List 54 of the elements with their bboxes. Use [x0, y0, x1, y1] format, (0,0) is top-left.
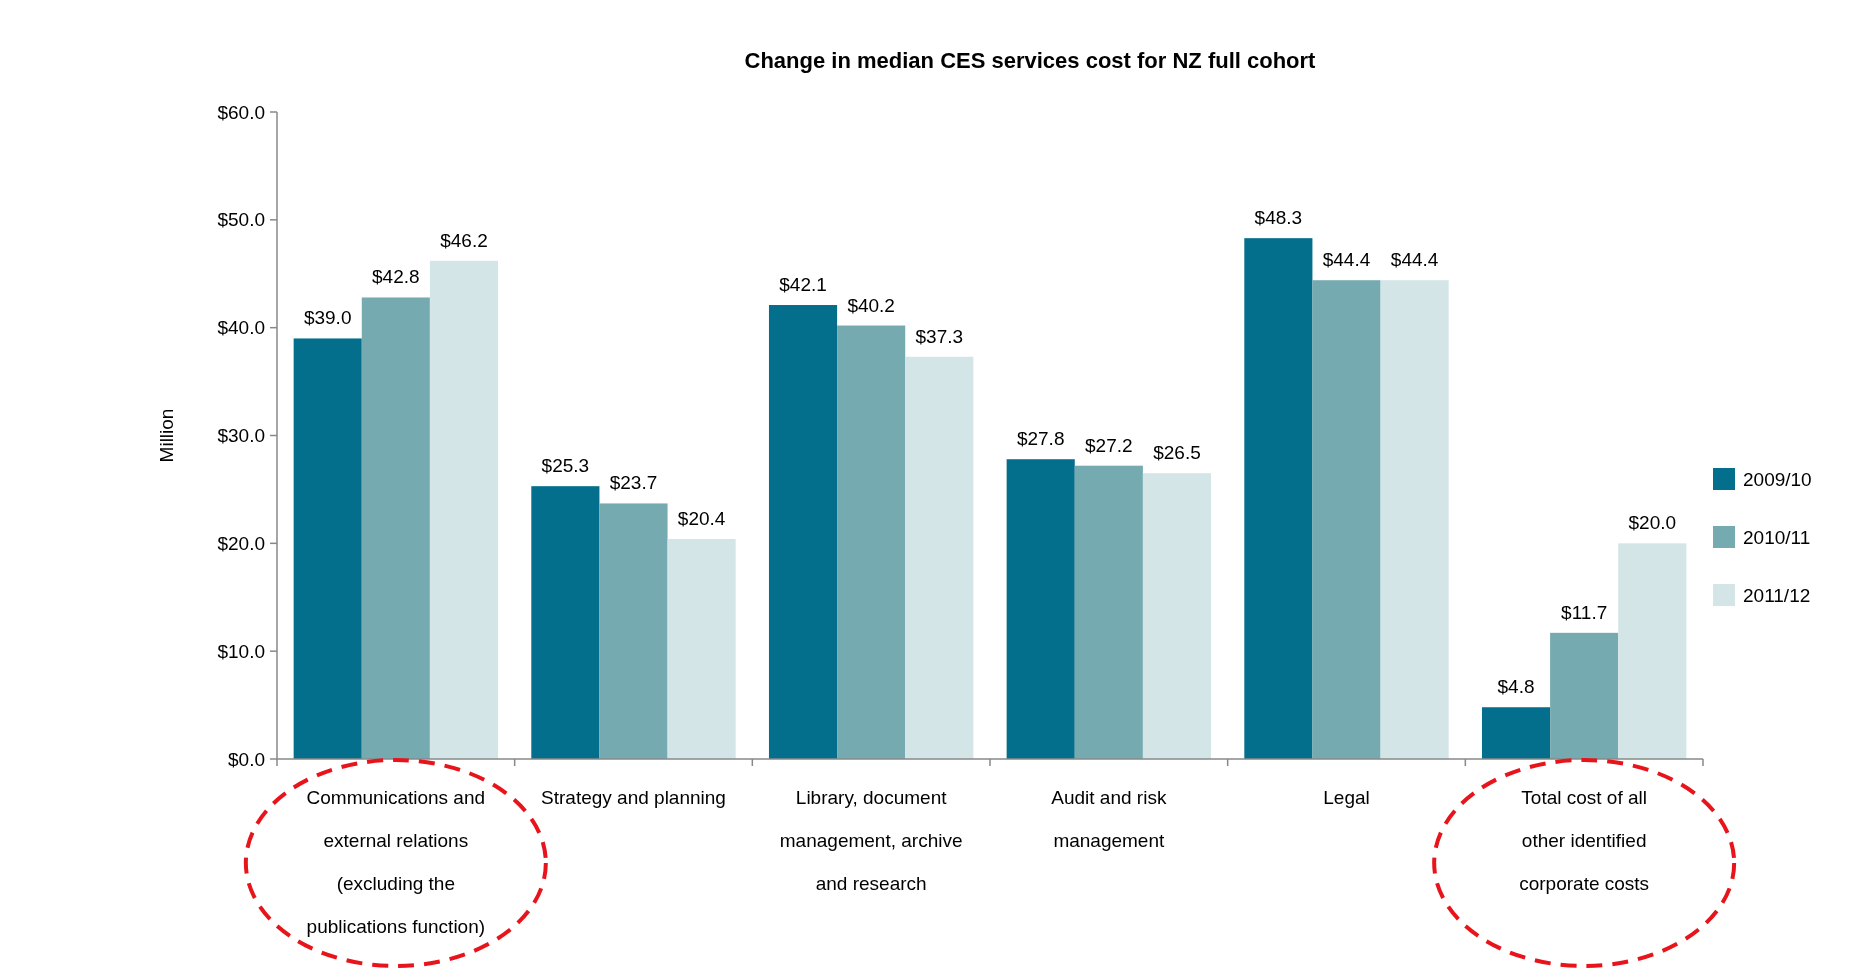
bar — [599, 503, 668, 759]
data-label: $4.8 — [1497, 676, 1535, 698]
data-label: $26.5 — [1153, 442, 1201, 464]
data-label: $42.8 — [372, 266, 420, 288]
data-label: $42.1 — [779, 274, 827, 296]
bar — [1550, 632, 1619, 759]
data-label: $27.8 — [1016, 428, 1065, 450]
bar — [1312, 280, 1381, 759]
x-tick-label: Strategy and planning — [541, 787, 726, 808]
data-label: $46.2 — [440, 229, 488, 251]
data-label: $39.0 — [303, 307, 352, 329]
data-label: $40.2 — [847, 294, 895, 316]
data-label: $20.4 — [677, 508, 726, 530]
legend-label: 2011/12 — [1743, 584, 1811, 606]
y-tick-label: $50.0 — [217, 209, 265, 231]
x-tick-label: Communications and external relations (excluding the publications function) — [306, 787, 486, 937]
legend-label: 2009/10 — [1743, 468, 1812, 490]
y-tick-label: $20.0 — [217, 532, 265, 554]
data-label: $25.3 — [541, 455, 590, 477]
bar — [1618, 543, 1687, 759]
data-label: $44.4 — [1322, 249, 1371, 271]
data-label: $37.3 — [915, 325, 964, 347]
bar — [531, 486, 600, 759]
x-tick-label: Audit and risk management — [1051, 787, 1167, 851]
data-label: $20.0 — [1628, 512, 1677, 534]
data-label: $44.4 — [1390, 249, 1439, 271]
data-label: $27.2 — [1085, 434, 1133, 456]
y-tick-label: $10.0 — [217, 640, 265, 662]
bar — [905, 356, 974, 759]
bar — [1074, 465, 1143, 759]
bar — [667, 539, 736, 759]
bar — [1006, 459, 1075, 759]
legend-label: 2010/11 — [1743, 526, 1811, 548]
y-tick-label: $60.0 — [217, 101, 265, 123]
data-label: $23.7 — [609, 472, 658, 494]
x-tick-label: Total cost of all other identified corporate costs — [1519, 787, 1650, 894]
bar — [768, 305, 838, 759]
bar — [361, 297, 430, 759]
y-tick-label: $0.0 — [228, 748, 265, 770]
bar — [837, 325, 906, 759]
data-label: $11.7 — [1561, 601, 1608, 623]
bar — [429, 260, 499, 759]
chart-title: Change in median CES services cost for NZ full cohort — [744, 48, 1317, 73]
bar — [1481, 707, 1551, 759]
y-tick-label: $40.0 — [217, 317, 265, 339]
x-tick-label: Legal — [1323, 787, 1370, 808]
bar — [1244, 238, 1313, 759]
data-label: $48.3 — [1254, 207, 1303, 229]
x-tick-label: Library, document management, archive and research — [779, 787, 963, 894]
bar — [293, 338, 362, 759]
bar — [1380, 280, 1449, 759]
y-tick-label: $30.0 — [217, 425, 265, 447]
y-axis-title: Million — [156, 408, 177, 463]
bar — [1142, 473, 1212, 759]
